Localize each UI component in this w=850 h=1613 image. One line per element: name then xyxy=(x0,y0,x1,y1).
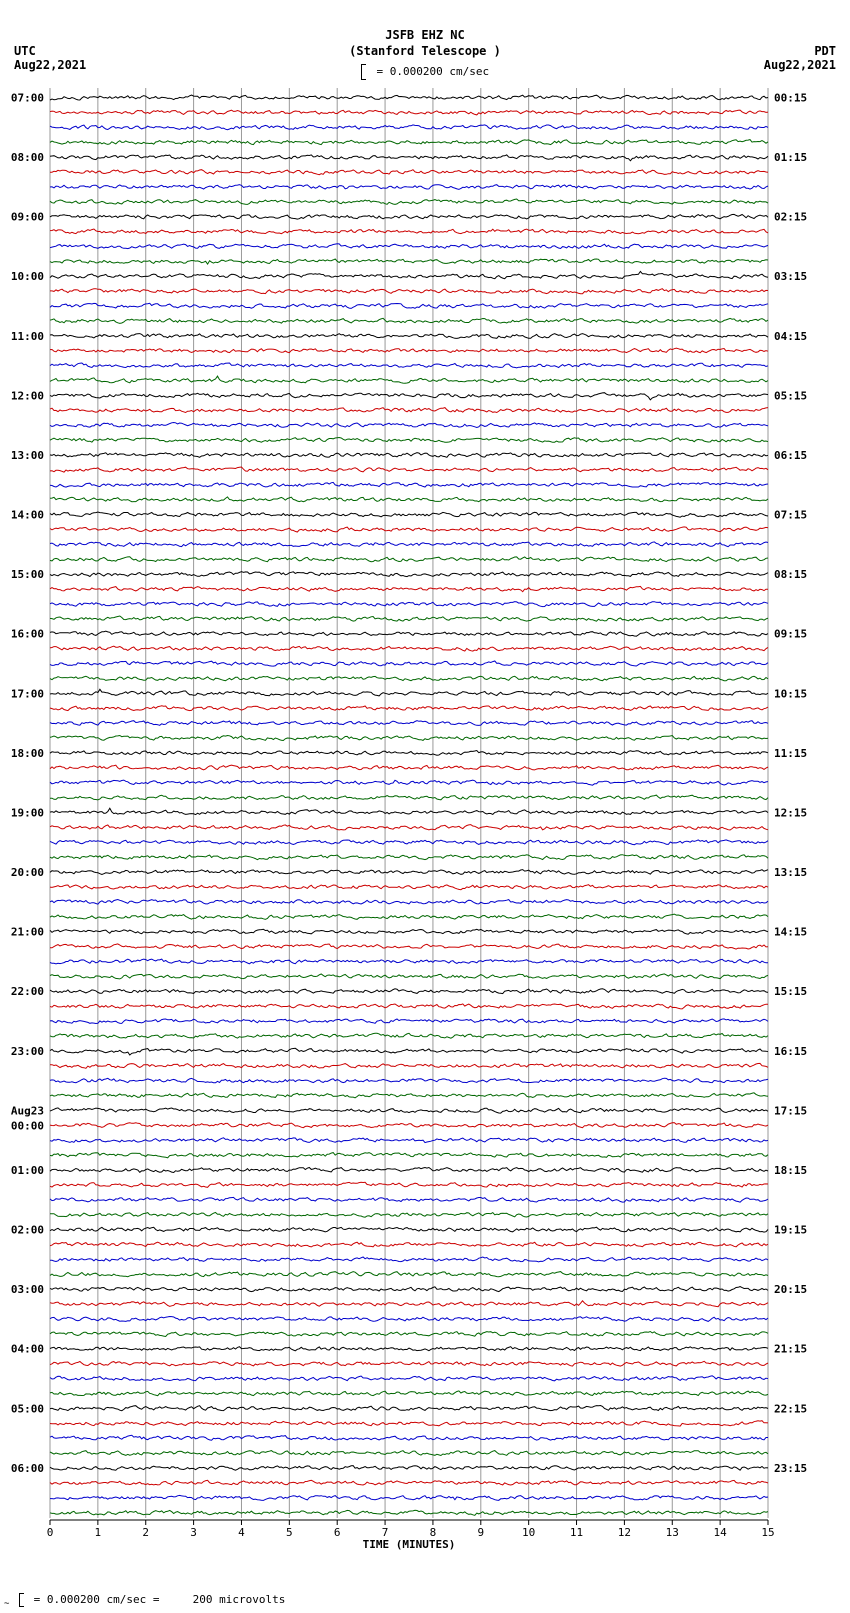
svg-text:20:15: 20:15 xyxy=(774,1283,807,1296)
svg-text:16:00: 16:00 xyxy=(11,628,44,641)
station-title: JSFB EHZ NC xyxy=(0,28,850,42)
svg-text:20:00: 20:00 xyxy=(11,866,44,879)
svg-text:09:15: 09:15 xyxy=(774,628,807,641)
svg-text:06:00: 06:00 xyxy=(11,1462,44,1475)
svg-text:00:00: 00:00 xyxy=(11,1119,44,1132)
svg-text:07:15: 07:15 xyxy=(774,509,807,522)
svg-text:15: 15 xyxy=(761,1526,774,1539)
svg-text:01:15: 01:15 xyxy=(774,151,807,164)
svg-text:16:15: 16:15 xyxy=(774,1045,807,1058)
svg-text:02:15: 02:15 xyxy=(774,211,807,224)
svg-text:08:15: 08:15 xyxy=(774,568,807,581)
svg-text:15:15: 15:15 xyxy=(774,985,807,998)
svg-text:17:15: 17:15 xyxy=(774,1104,807,1117)
svg-text:19:15: 19:15 xyxy=(774,1224,807,1237)
svg-text:09:00: 09:00 xyxy=(11,211,44,224)
svg-text:07:00: 07:00 xyxy=(11,91,44,104)
svg-text:5: 5 xyxy=(286,1526,293,1539)
scale-indicator: = 0.000200 cm/sec xyxy=(0,64,850,80)
svg-text:10:15: 10:15 xyxy=(774,687,807,700)
svg-text:22:15: 22:15 xyxy=(774,1402,807,1415)
tz-left-label: UTC xyxy=(14,44,36,58)
svg-text:9: 9 xyxy=(477,1526,484,1539)
svg-text:11: 11 xyxy=(570,1526,583,1539)
svg-text:00:15: 00:15 xyxy=(774,91,807,104)
svg-text:17:00: 17:00 xyxy=(11,687,44,700)
svg-text:08:00: 08:00 xyxy=(11,151,44,164)
svg-text:05:00: 05:00 xyxy=(11,1402,44,1415)
scale-bar-icon xyxy=(361,64,366,80)
svg-text:21:15: 21:15 xyxy=(774,1343,807,1356)
svg-text:0: 0 xyxy=(47,1526,54,1539)
svg-text:12: 12 xyxy=(618,1526,631,1539)
svg-text:14: 14 xyxy=(714,1526,728,1539)
plot-area: 0123456789101112131415TIME (MINUTES)07:0… xyxy=(6,88,724,1518)
svg-text:11:00: 11:00 xyxy=(11,330,44,343)
station-subtitle: (Stanford Telescope ) xyxy=(0,44,850,58)
svg-text:02:00: 02:00 xyxy=(11,1224,44,1237)
tz-right-date: Aug22,2021 xyxy=(764,58,836,72)
footer-wave-icon: ~ xyxy=(4,1599,9,1609)
footer-scale: ~ = 0.000200 cm/sec = 200 microvolts xyxy=(4,1593,285,1609)
svg-text:14:15: 14:15 xyxy=(774,926,807,939)
svg-text:13: 13 xyxy=(666,1526,679,1539)
svg-text:1: 1 xyxy=(95,1526,102,1539)
svg-text:06:15: 06:15 xyxy=(774,449,807,462)
tz-left-date: Aug22,2021 xyxy=(14,58,86,72)
svg-text:6: 6 xyxy=(334,1526,341,1539)
svg-text:Aug23: Aug23 xyxy=(11,1104,44,1117)
svg-text:13:15: 13:15 xyxy=(774,866,807,879)
svg-text:14:00: 14:00 xyxy=(11,509,44,522)
footer-text-1: = 0.000200 cm/sec = xyxy=(34,1593,160,1606)
svg-text:15:00: 15:00 xyxy=(11,568,44,581)
footer-bar-icon xyxy=(19,1593,24,1607)
svg-text:12:15: 12:15 xyxy=(774,806,807,819)
seismogram-svg: 0123456789101112131415TIME (MINUTES)07:0… xyxy=(6,88,816,1550)
svg-text:05:15: 05:15 xyxy=(774,389,807,402)
svg-text:23:00: 23:00 xyxy=(11,1045,44,1058)
svg-text:23:15: 23:15 xyxy=(774,1462,807,1475)
svg-text:10:00: 10:00 xyxy=(11,270,44,283)
svg-text:3: 3 xyxy=(190,1526,197,1539)
svg-text:04:00: 04:00 xyxy=(11,1343,44,1356)
svg-text:21:00: 21:00 xyxy=(11,926,44,939)
svg-text:18:00: 18:00 xyxy=(11,747,44,760)
scale-text: = 0.000200 cm/sec xyxy=(377,65,490,78)
svg-text:19:00: 19:00 xyxy=(11,806,44,819)
svg-text:13:00: 13:00 xyxy=(11,449,44,462)
svg-text:03:00: 03:00 xyxy=(11,1283,44,1296)
svg-text:22:00: 22:00 xyxy=(11,985,44,998)
svg-text:11:15: 11:15 xyxy=(774,747,807,760)
seismogram-container: JSFB EHZ NC (Stanford Telescope ) = 0.00… xyxy=(0,0,850,1613)
svg-text:4: 4 xyxy=(238,1526,245,1539)
svg-text:10: 10 xyxy=(522,1526,535,1539)
tz-right-label: PDT xyxy=(814,44,836,58)
svg-text:03:15: 03:15 xyxy=(774,270,807,283)
svg-text:18:15: 18:15 xyxy=(774,1164,807,1177)
svg-text:01:00: 01:00 xyxy=(11,1164,44,1177)
svg-text:12:00: 12:00 xyxy=(11,389,44,402)
svg-text:2: 2 xyxy=(142,1526,149,1539)
footer-text-2: 200 microvolts xyxy=(193,1593,286,1606)
svg-text:04:15: 04:15 xyxy=(774,330,807,343)
svg-text:TIME (MINUTES): TIME (MINUTES) xyxy=(363,1538,456,1550)
